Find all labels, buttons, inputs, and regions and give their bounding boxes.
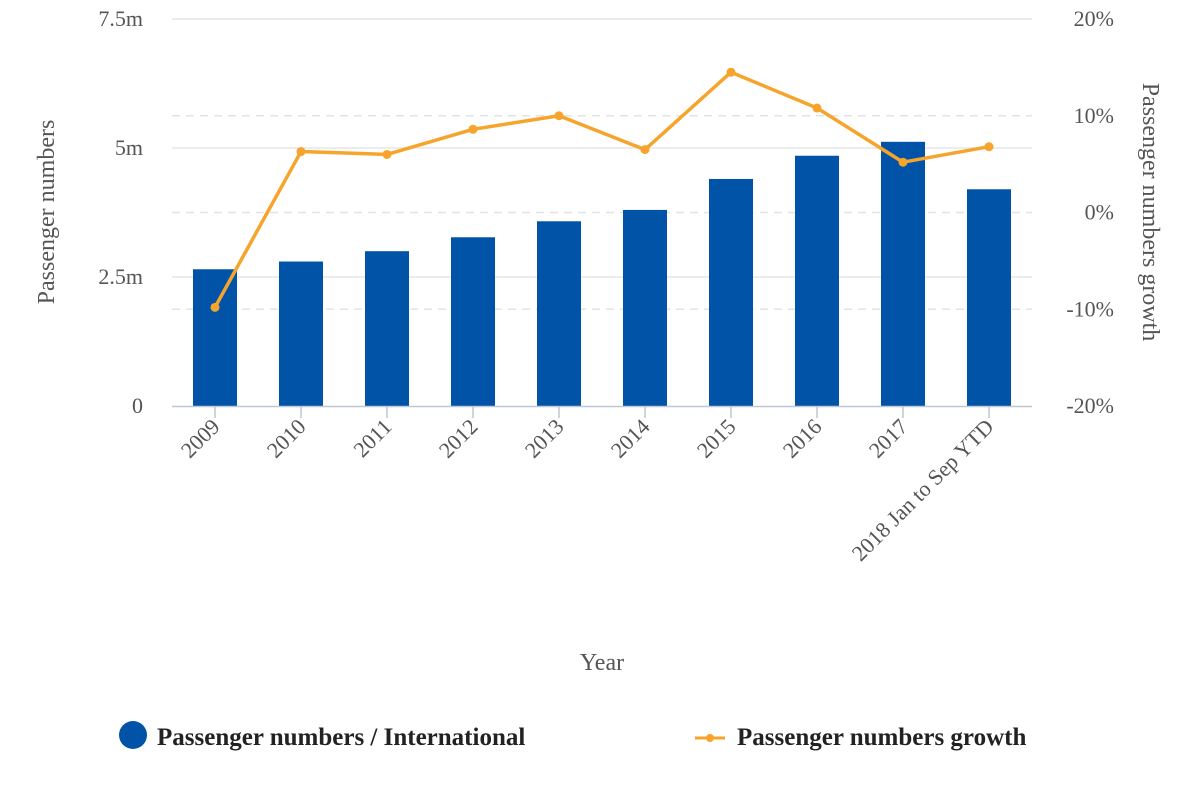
y2-tick-label: 20%: [1074, 6, 1114, 31]
x-axis: 2009 2010 2011 2012 2013 2014 2015 2016 20172018…: [172, 405, 1032, 566]
x-tick-label: 2016: [778, 414, 827, 463]
x-tick-label: 2017: [864, 414, 913, 463]
y-axis-title: Passenger numbers: [34, 120, 60, 305]
y2-axis-title: Passenger numbers growth: [1137, 83, 1163, 342]
x-tick-label: 2011: [348, 414, 396, 462]
line-point[interactable]: [812, 103, 822, 113]
bar[interactable]: [193, 269, 237, 406]
legend-item-line[interactable]: Passenger numbers growth: [695, 724, 1026, 751]
x-tick-label: 2009: [176, 414, 225, 463]
line-point[interactable]: [554, 111, 564, 121]
bar[interactable]: [537, 221, 581, 406]
right-y-axis-ticks: -20% -10% 0% 10% 20%: [1066, 6, 1114, 418]
y-tick-label: 2.5m: [98, 264, 143, 289]
bar[interactable]: [279, 261, 323, 406]
legend: Passenger numbers / International Passen…: [119, 721, 1026, 751]
x-tick-label: 2015: [692, 414, 741, 463]
legend-line-label: Passenger numbers growth: [737, 724, 1026, 751]
line-point[interactable]: [984, 142, 994, 152]
x-tick-label: 2012: [434, 414, 483, 463]
bar-series: [193, 141, 1011, 407]
legend-bar-marker: [119, 721, 147, 749]
line-point[interactable]: [382, 149, 392, 159]
bar[interactable]: [365, 251, 409, 406]
line-point[interactable]: [898, 157, 908, 167]
bar[interactable]: [623, 209, 667, 406]
y-tick-label: 5m: [115, 135, 143, 160]
legend-item-bars[interactable]: Passenger numbers / International: [119, 721, 525, 751]
growth-line: [213, 70, 990, 309]
line-point[interactable]: [726, 67, 736, 77]
x-tick-label: 2014: [606, 414, 655, 463]
line-series: [210, 67, 994, 312]
y2-tick-label: 10%: [1074, 103, 1114, 128]
legend-line-dot: [706, 734, 714, 742]
x-axis-title: Year: [580, 650, 624, 676]
y-tick-label: 7.5m: [98, 6, 143, 31]
y-tick-label: 0: [132, 393, 143, 418]
bar[interactable]: [795, 155, 839, 406]
y2-tick-label: -20%: [1066, 393, 1114, 418]
line-point[interactable]: [296, 147, 306, 157]
bar[interactable]: [881, 141, 925, 407]
bar[interactable]: [709, 178, 753, 406]
x-tick-label: 2018 Jan to Sep YTD: [847, 414, 999, 566]
x-tick-label: 2010: [262, 414, 311, 463]
x-tick-label: 2013: [520, 414, 569, 463]
legend-bar-label: Passenger numbers / International: [157, 724, 525, 751]
line-point[interactable]: [640, 145, 650, 155]
left-y-axis-ticks: 0 2.5m 5m 7.5m: [98, 6, 143, 418]
y2-tick-label: 0%: [1085, 200, 1114, 225]
bar[interactable]: [451, 237, 495, 406]
y2-tick-label: -10%: [1066, 296, 1114, 321]
line-point[interactable]: [468, 124, 478, 134]
bar[interactable]: [967, 189, 1011, 406]
line-point[interactable]: [210, 302, 220, 312]
